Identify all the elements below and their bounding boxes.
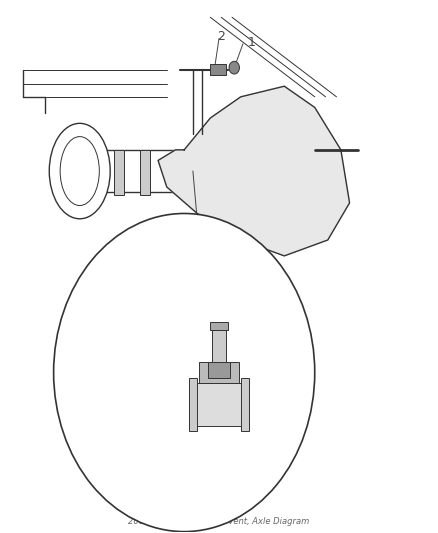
- Ellipse shape: [60, 136, 99, 206]
- Text: 1: 1: [247, 36, 255, 49]
- Text: 2003 Dodge Ram 1500 Vent, Axle Diagram: 2003 Dodge Ram 1500 Vent, Axle Diagram: [128, 518, 310, 526]
- Text: 4: 4: [177, 334, 184, 347]
- Bar: [210, 322, 228, 330]
- Ellipse shape: [49, 123, 110, 219]
- Bar: [210, 64, 226, 75]
- Bar: [188, 378, 197, 431]
- Bar: [199, 362, 239, 383]
- Bar: [208, 362, 230, 378]
- Circle shape: [53, 214, 315, 531]
- Bar: [241, 378, 250, 431]
- Bar: [212, 330, 226, 362]
- Circle shape: [229, 61, 240, 74]
- Text: 5: 5: [167, 377, 176, 390]
- Text: 2: 2: [217, 30, 225, 43]
- Polygon shape: [158, 86, 350, 256]
- Bar: [140, 150, 150, 195]
- Bar: [114, 150, 124, 195]
- Bar: [188, 383, 250, 425]
- Text: 3: 3: [201, 225, 209, 239]
